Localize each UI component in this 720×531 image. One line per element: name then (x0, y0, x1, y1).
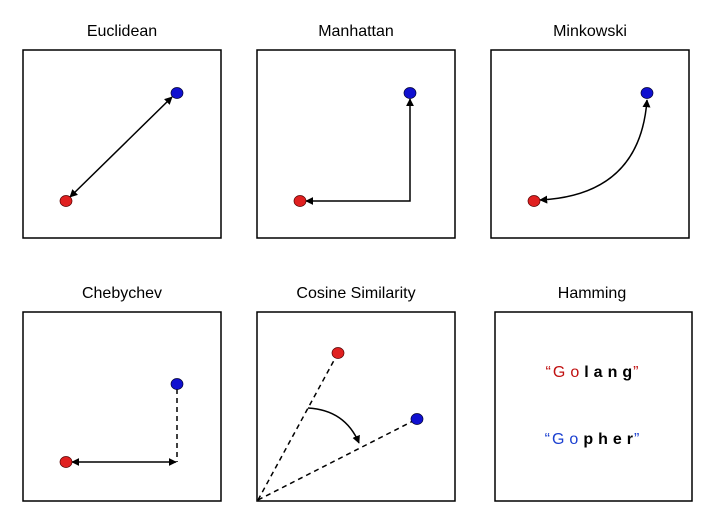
quote-open: “ (545, 431, 550, 448)
panel-title-euclidean: Euclidean (87, 23, 157, 40)
panel-frame (490, 49, 690, 239)
char-mismatch: p (583, 431, 593, 448)
vector-a-dashed (257, 352, 339, 501)
panel-frame (256, 49, 456, 239)
char-mismatch: e (613, 431, 622, 448)
char-match: G (552, 431, 564, 448)
panel-frame (494, 311, 693, 502)
panel-title-minkowski: Minkowski (553, 23, 627, 40)
blue-point (170, 378, 184, 390)
char-match: G (553, 364, 565, 381)
red-point (59, 456, 73, 468)
red-point (331, 347, 345, 359)
blue-point (410, 413, 424, 425)
blue-point (170, 87, 184, 99)
char-match: o (570, 364, 579, 381)
panel-euclidean: Euclidean (22, 23, 222, 239)
char-mismatch: l (584, 364, 588, 381)
distance-arrow (69, 96, 173, 198)
char-match: o (569, 431, 578, 448)
char-mismatch: a (594, 364, 603, 381)
blue-point (640, 87, 654, 99)
quote-close: ” (633, 364, 638, 381)
panel-title-hamming: Hamming (558, 285, 626, 302)
panel-chebychev: Chebychev (22, 285, 222, 502)
panel-frame (256, 311, 456, 502)
panel-title-chebychev: Chebychev (82, 285, 162, 302)
distance-arrow (305, 98, 414, 205)
blue-point (403, 87, 417, 99)
char-mismatch: h (598, 431, 608, 448)
angle-arrow (307, 407, 360, 444)
char-mismatch: n (608, 364, 618, 381)
panel-title-manhattan: Manhattan (318, 23, 394, 40)
red-point (59, 195, 73, 207)
vector-b-dashed (257, 418, 418, 501)
red-point (527, 195, 541, 207)
quote-close: ” (634, 431, 639, 448)
distance-arrow (539, 99, 651, 204)
panel-cosine-similarity: Cosine Similarity (256, 285, 456, 502)
panel-minkowski: Minkowski (490, 23, 690, 239)
char-mismatch: g (622, 364, 632, 381)
panel-frame (22, 311, 222, 502)
char-mismatch: r (627, 431, 633, 448)
panel-frame (22, 49, 222, 239)
panel-title-cosine: Cosine Similarity (296, 285, 415, 302)
panel-manhattan: Manhattan (256, 23, 456, 239)
red-point (293, 195, 307, 207)
quote-open: “ (546, 364, 551, 381)
